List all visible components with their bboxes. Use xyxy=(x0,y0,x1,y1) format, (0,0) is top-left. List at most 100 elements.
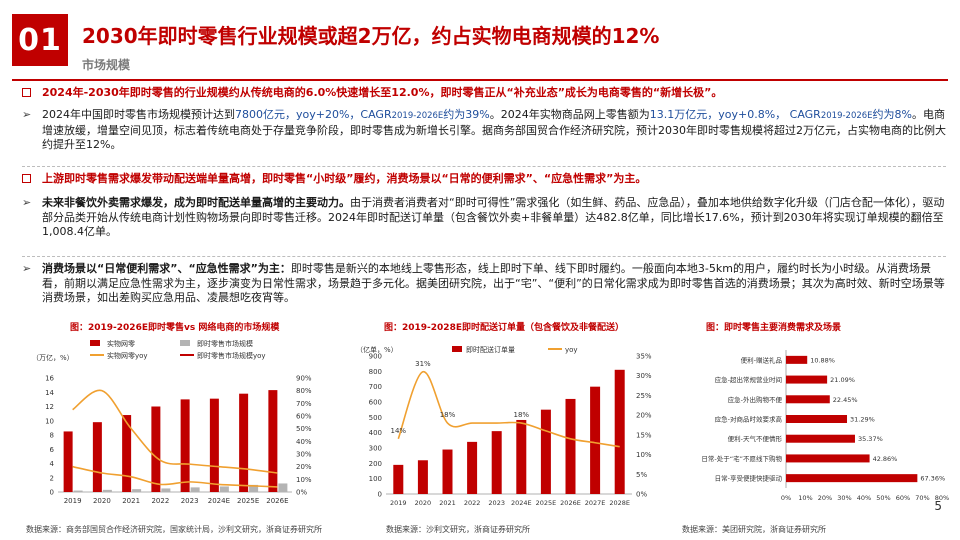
bar-delivery-orders xyxy=(467,441,478,494)
x-tick: 2022 xyxy=(464,499,481,507)
y-right-tick: 40% xyxy=(296,438,312,446)
p1-value-2-end: 约为8% xyxy=(872,108,912,121)
y-left-tick: 2 xyxy=(50,474,54,482)
x-tick: 2019 xyxy=(390,499,407,507)
chart-1-source: 数据来源：商务部国贸合作经济研究院，国家统计局，沙利文研究，浙商证券研究所 xyxy=(26,525,322,534)
legend-label: 实物网零yoy xyxy=(107,351,148,360)
x-tick: 60% xyxy=(896,494,910,502)
y-left-tick: 16 xyxy=(45,375,54,383)
x-tick: 40% xyxy=(857,494,871,502)
category-label: 日常-享受便捷快捷驱动 xyxy=(715,474,783,483)
value-label: 67.36% xyxy=(920,475,945,483)
header-rule xyxy=(12,79,948,81)
legend-label: 即时配送订单量 xyxy=(466,345,515,354)
y-left-tick: 100 xyxy=(369,475,382,483)
x-tick: 2025E xyxy=(536,499,557,507)
headline-1: 2024年-2030年即时零售的行业规模约从传统电商的6.0%快速增长至12.0… xyxy=(22,86,946,101)
legend-label: 实物网零 xyxy=(107,339,135,348)
value-label: 21.09% xyxy=(830,376,855,384)
legend-swatch xyxy=(90,340,100,346)
chart-2-source: 数据来源：沙利文研究，浙商证券研究所 xyxy=(386,525,530,534)
divider xyxy=(22,166,946,167)
x-tick: 2026E xyxy=(560,499,581,507)
point-label: 18% xyxy=(514,411,530,419)
y-right-tick: 35% xyxy=(636,353,652,361)
value-label: 35.37% xyxy=(858,435,883,443)
legend-label: 即时零售市场规模 xyxy=(197,339,253,348)
y-right-tick: 0% xyxy=(296,489,307,497)
bar-physical-retail xyxy=(209,398,219,492)
paragraph-delivery: ➢ 未来非餐饮外卖需求爆发，成为即时配送单量高增的主要动力。由于消费者消费者对“… xyxy=(22,196,946,240)
y-right-tick: 5% xyxy=(636,471,647,479)
category-label: 便利-赠送礼品 xyxy=(741,355,782,364)
page-title: 2030年即时零售行业规模或超2万亿，约占实物电商规模的12% xyxy=(82,24,660,48)
x-tick: 50% xyxy=(876,494,890,502)
square-bullet-icon xyxy=(22,172,31,188)
bar-physical-retail xyxy=(92,422,102,492)
bar-scenario xyxy=(786,474,918,483)
y-left-tick: 400 xyxy=(369,429,382,437)
paragraph-delivery-body: 未来非餐饮外卖需求爆发，成为即时配送单量高增的主要动力。由于消费者消费者对“即时… xyxy=(42,196,946,240)
p1-text-2: 。2024年实物商品网上零售额为 xyxy=(489,108,650,121)
y-left-tick: 14 xyxy=(45,389,54,397)
y-left-tick: 0 xyxy=(378,491,382,499)
x-tick: 70% xyxy=(915,494,929,502)
y-left-tick: 800 xyxy=(369,368,382,376)
x-tick: 2028E xyxy=(609,499,630,507)
x-tick: 30% xyxy=(837,494,851,502)
arrow-bullet-icon: ➢ xyxy=(22,196,32,209)
y-right-tick: 30% xyxy=(636,372,652,380)
line-instant-yoy xyxy=(72,389,278,474)
y-left-tick: 12 xyxy=(45,403,54,411)
bar-delivery-orders xyxy=(614,369,625,494)
y-left-tick: 8 xyxy=(50,432,54,440)
bar-scenario xyxy=(786,355,808,364)
p3-lead: 消费场景以“日常便利需求”、“应急性需求”为主： xyxy=(42,262,291,275)
arrow-bullet-icon: ➢ xyxy=(22,108,32,121)
p1-value-2-sub: 2019-2026E xyxy=(820,111,873,121)
square-bullet-icon xyxy=(22,86,31,102)
bar-physical-retail xyxy=(63,431,73,492)
y-left-tick: 900 xyxy=(369,353,382,361)
chart-3-title: 图：即时零售主要消费需求及场景 xyxy=(706,323,842,333)
point-label: 18% xyxy=(440,411,456,419)
p1-value-1-sub: 2019-2026E xyxy=(391,111,444,121)
x-tick: 2021 xyxy=(122,497,140,505)
point-label: 31% xyxy=(415,360,431,368)
line-physical-yoy xyxy=(72,465,278,488)
page-subtitle: 市场规模 xyxy=(82,58,131,72)
paragraph-scenarios-body: 消费场景以“日常便利需求”、“应急性需求”为主：即时零售是新兴的本地线上零售形态… xyxy=(42,262,946,306)
y-right-tick: 60% xyxy=(296,413,312,421)
p3-text: 即时零售是新兴的本地线上零售形态，线上即时下单、线下即时履约。一般面向本地3-5… xyxy=(42,262,945,304)
bar-scenario xyxy=(786,395,830,404)
chart-1-ylabel: （万亿，%） xyxy=(32,353,74,362)
bar-delivery-orders xyxy=(491,431,502,494)
x-tick: 2023 xyxy=(181,497,199,505)
category-label: 便利-天气不便情形 xyxy=(728,434,783,443)
x-tick: 2025E xyxy=(237,497,259,505)
y-right-tick: 10% xyxy=(296,476,312,484)
bar-instant-retail xyxy=(132,489,142,492)
p1-value-2: 13.1万亿元，yoy+0.8%， CAGR xyxy=(649,108,821,121)
legend-swatch xyxy=(180,340,190,346)
x-tick: 2024E xyxy=(511,499,532,507)
y-right-tick: 25% xyxy=(636,392,652,400)
headline-2: 上游即时零售需求爆发带动配送端单量高增，即时零售“小时级”履约，消费场景以“日常… xyxy=(22,172,946,187)
bar-scenario xyxy=(786,415,848,423)
chart-3-source: 数据来源：美团研究院，浙商证券研究所 xyxy=(682,525,826,534)
page-number: 5 xyxy=(934,499,942,513)
p1-value-1-end: 约为39% xyxy=(443,108,490,121)
bar-scenario xyxy=(786,454,870,463)
y-right-tick: 20% xyxy=(636,412,652,420)
bar-delivery-orders xyxy=(590,386,601,494)
y-right-tick: 90% xyxy=(296,375,312,383)
legend-label: yoy xyxy=(565,346,578,354)
y-left-tick: 200 xyxy=(369,460,382,468)
x-tick: 0% xyxy=(781,494,791,502)
bar-physical-retail xyxy=(151,406,161,492)
divider xyxy=(22,256,946,257)
chart-2-ylabel: （亿单，%） xyxy=(356,345,398,354)
bar-delivery-orders xyxy=(417,460,428,494)
y-right-tick: 20% xyxy=(296,463,312,471)
bar-physical-retail xyxy=(239,393,249,492)
